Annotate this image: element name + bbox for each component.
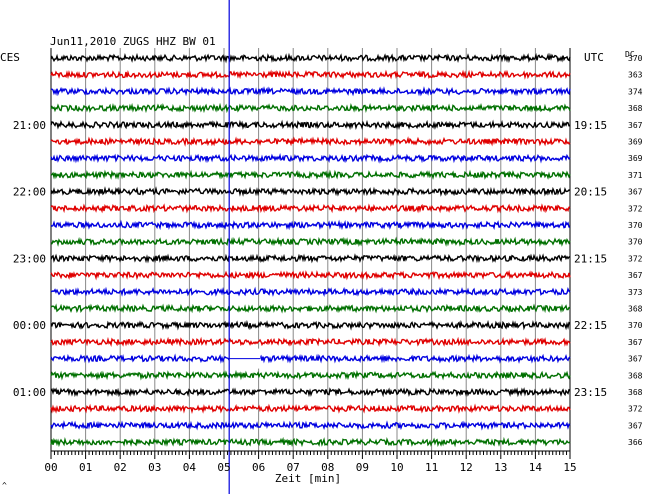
left-time-label: 21:00 xyxy=(13,119,46,132)
dc-value: 372 xyxy=(628,204,643,213)
right-time-labels: 19:15 20:15 21:15 22:15 23:15 xyxy=(574,119,607,399)
dc-value: 368 xyxy=(628,388,643,397)
plot-grid xyxy=(50,48,571,451)
data-gaps xyxy=(229,348,261,369)
trace-18 xyxy=(50,353,571,364)
trace-9 xyxy=(50,203,571,214)
dc-value: 370 xyxy=(628,221,643,230)
trace-1 xyxy=(50,69,571,80)
trace-13 xyxy=(50,269,571,281)
dc-value: 367 xyxy=(628,421,643,430)
right-time-label: 21:15 xyxy=(574,252,607,265)
dc-value: 369 xyxy=(628,138,643,147)
x-tick-label: 14 xyxy=(529,461,543,474)
dc-value: 372 xyxy=(628,254,643,263)
dc-value: 370 xyxy=(628,238,643,247)
x-tick-label: 15 xyxy=(563,461,576,474)
x-tick-label: 06 xyxy=(252,461,265,474)
trace-0 xyxy=(50,52,571,64)
right-time-label: 22:15 xyxy=(574,319,607,332)
left-timezone-label: CES xyxy=(0,51,20,64)
trace-22 xyxy=(50,420,571,431)
trace-2 xyxy=(51,86,571,97)
trace-7 xyxy=(50,169,571,180)
x-axis-label: Zeit [min] xyxy=(275,472,341,485)
dc-value: 363 xyxy=(628,71,643,80)
x-tick-label: 01 xyxy=(79,461,92,474)
trace-15 xyxy=(50,303,571,314)
x-tick-label: 12 xyxy=(460,461,473,474)
trace-6 xyxy=(50,153,571,164)
trace-3 xyxy=(50,102,571,114)
dc-value: 367 xyxy=(628,271,643,280)
x-tick-label: 13 xyxy=(494,461,507,474)
trace-10 xyxy=(50,219,571,231)
left-time-label: 00:00 xyxy=(13,319,46,332)
dc-value: 368 xyxy=(628,305,643,314)
right-time-label: 19:15 xyxy=(574,119,607,132)
dc-value: 372 xyxy=(628,405,643,414)
right-timezone-label: UTC xyxy=(584,51,604,64)
trace-4 xyxy=(50,119,570,131)
dc-value: 368 xyxy=(628,104,643,113)
x-axis: 00 01 02 03 04 05 06 07 08 09 10 11 12 13 14 15 xyxy=(44,450,577,474)
dc-value: 373 xyxy=(628,288,643,297)
dc-value-labels: 370 363 374 368 367 369 369 371 367 372 370 370 372 3… xyxy=(628,54,643,447)
dc-value: 369 xyxy=(628,154,643,163)
dc-value: 366 xyxy=(628,438,643,447)
x-tick-label: 02 xyxy=(114,461,127,474)
dc-value: 367 xyxy=(628,338,643,347)
trace-20 xyxy=(50,387,571,398)
x-tick-label: 04 xyxy=(183,461,197,474)
dc-value: 368 xyxy=(628,371,643,380)
seismic-traces xyxy=(50,52,571,448)
x-tick-label: 07 xyxy=(287,461,300,474)
trace-16 xyxy=(50,319,571,331)
trace-8 xyxy=(50,186,571,197)
trace-17 xyxy=(50,336,571,348)
dc-value: 374 xyxy=(628,87,643,96)
left-time-label: 23:00 xyxy=(13,252,46,265)
trace-23 xyxy=(50,436,571,448)
x-tick-label: 03 xyxy=(148,461,161,474)
dc-value: 367 xyxy=(628,121,643,130)
trace-12 xyxy=(50,253,571,264)
dc-header-label: DC xyxy=(625,50,635,59)
trace-19 xyxy=(50,369,571,381)
trace-14 xyxy=(50,286,571,298)
x-tick-label: 09 xyxy=(356,461,369,474)
corner-mark: ^ xyxy=(2,481,7,490)
left-time-labels: 21:00 22:00 23:00 00:00 01:00 xyxy=(13,119,46,399)
x-tick-label: 10 xyxy=(390,461,403,474)
dc-value: 370 xyxy=(628,54,643,63)
dc-value: 367 xyxy=(628,355,643,364)
dc-value: 371 xyxy=(628,171,643,180)
x-tick-label: 11 xyxy=(425,461,438,474)
right-time-label: 20:15 xyxy=(574,186,607,199)
right-time-label: 23:15 xyxy=(574,386,607,399)
trace-11 xyxy=(50,236,571,247)
dc-value: 367 xyxy=(628,188,643,197)
dc-value: 370 xyxy=(628,321,643,330)
left-time-label: 01:00 xyxy=(13,386,46,399)
chart-title: Jun11,2010 ZUGS HHZ BW 01 xyxy=(50,35,216,48)
x-tick-label: 05 xyxy=(217,461,230,474)
x-tick-label: 08 xyxy=(321,461,334,474)
trace-5 xyxy=(50,136,571,147)
trace-21 xyxy=(50,403,571,414)
x-tick-label: 00 xyxy=(44,461,57,474)
left-time-label: 22:00 xyxy=(13,186,46,199)
